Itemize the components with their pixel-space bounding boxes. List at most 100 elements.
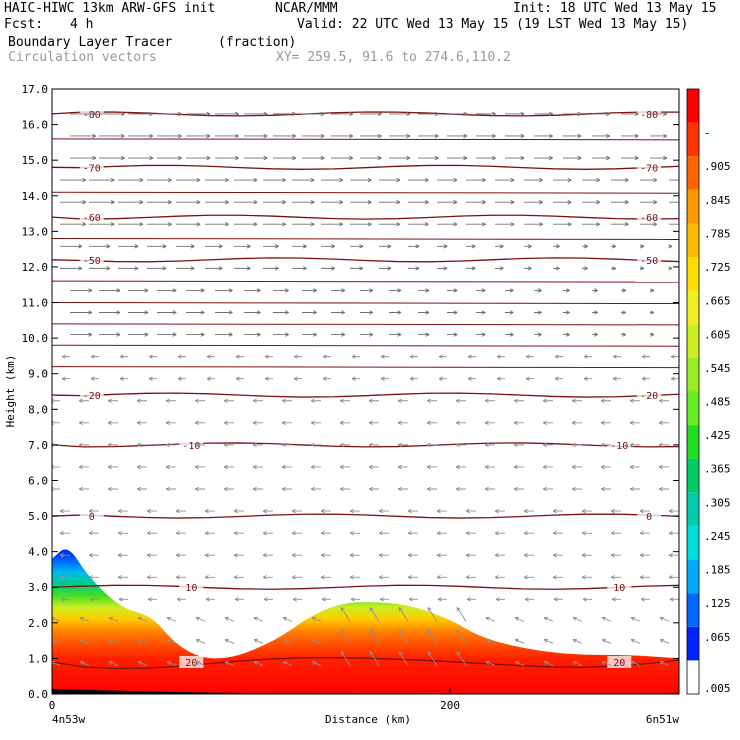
- circulation-vector: [572, 638, 583, 644]
- circulation-vector: [118, 200, 144, 205]
- circulation-vector: [553, 177, 572, 183]
- y-tick-label: 13.0: [22, 225, 49, 238]
- circulation-vector: [379, 177, 401, 183]
- circulation-vector: [118, 597, 128, 602]
- circulation-vector: [177, 354, 186, 359]
- circulation-vector: [234, 597, 244, 602]
- circulation-vector: [89, 266, 111, 271]
- contour-label-bg: [637, 161, 662, 174]
- circulation-vector: [582, 177, 601, 183]
- circulation-vector: [426, 486, 437, 492]
- circulation-vector: [78, 442, 89, 448]
- circulation-vector: [175, 508, 186, 514]
- circulation-vector: [523, 530, 534, 536]
- circulation-vector: [233, 508, 244, 514]
- circulation-vector: [157, 288, 177, 293]
- circulation-vector: [495, 244, 504, 249]
- circulation-vector: [534, 133, 553, 139]
- circulation-vector: [89, 222, 115, 227]
- y-tick-label: 12.0: [22, 261, 49, 274]
- circulation-vector: [60, 244, 83, 249]
- circulation-vector: [630, 638, 641, 644]
- circulation-vector: [79, 660, 90, 666]
- circulation-vector: [223, 464, 234, 470]
- colorbar-swatch: [687, 223, 699, 258]
- circulation-vector: [223, 398, 234, 403]
- circulation-vector: [380, 354, 389, 359]
- circulation-vector: [351, 354, 360, 359]
- circulation-vector: [99, 133, 125, 139]
- circulation-vector: [252, 464, 263, 470]
- circulation-vector: [233, 530, 244, 536]
- circulation-vector: [650, 133, 668, 139]
- circulation-vector: [407, 575, 418, 580]
- circulation-vector: [165, 420, 176, 425]
- circulation-vector: [455, 486, 466, 492]
- circulation-vector: [281, 486, 292, 492]
- circulation-vector: [669, 223, 679, 225]
- contour-label-bg: [179, 438, 204, 451]
- colorbar-label: .365: [704, 463, 731, 476]
- circulation-vector: [52, 420, 60, 425]
- circulation-vector: [621, 111, 639, 117]
- circulation-vector: [252, 486, 263, 492]
- circulation-vector: [157, 310, 177, 315]
- circulation-vector: [118, 244, 139, 249]
- circulation-vector: [157, 332, 177, 337]
- circulation-vector: [640, 222, 658, 227]
- contour-line: [52, 164, 679, 170]
- circulation-vector: [235, 354, 244, 359]
- init-time: Init: 18 UTC Wed 13 May 15: [513, 1, 717, 16]
- colorbar-swatch: [687, 89, 699, 123]
- valid-time: Valid: 22 UTC Wed 13 May 15 (19 LST Wed …: [297, 17, 689, 32]
- circulation-vector: [456, 651, 467, 666]
- plot-frame: [51, 88, 680, 695]
- y-tick-label: 2.0: [28, 617, 48, 630]
- circulation-vector: [438, 354, 447, 359]
- circulation-vector: [630, 616, 641, 622]
- contour-label: -50: [640, 256, 658, 267]
- circulation-vector: [389, 288, 402, 293]
- circulation-vector: [592, 288, 598, 293]
- y-tick-label: 8.0: [28, 403, 48, 416]
- circulation-vector: [78, 420, 89, 425]
- contour-label: 10: [185, 583, 197, 594]
- circulation-vector: [70, 133, 97, 139]
- circulation-vector: [137, 638, 148, 644]
- circulation-vector: [340, 607, 351, 622]
- circulation-vector: [320, 553, 331, 558]
- circulation-vector: [310, 464, 321, 470]
- circulation-vector: [437, 177, 458, 183]
- circulation-vector: [582, 200, 601, 205]
- circulation-vector: [147, 266, 167, 271]
- contour-label-bg: [637, 107, 662, 120]
- tracer-field: [52, 549, 679, 694]
- circulation-vector: [273, 288, 289, 293]
- contour-label: -10: [610, 441, 628, 452]
- circulation-vector: [234, 266, 251, 271]
- circulation-vector: [321, 222, 344, 227]
- circulation-vector: [205, 222, 229, 227]
- circulation-vector: [262, 508, 273, 514]
- circulation-vector: [186, 332, 205, 337]
- circulation-vector: [205, 597, 215, 602]
- circulation-vector: [157, 111, 182, 117]
- circulation-vector: [621, 155, 639, 161]
- circulation-vector: [136, 420, 147, 425]
- colorbar-label: .725: [704, 261, 731, 274]
- circulation-vector: [658, 398, 669, 403]
- circulation-vector: [331, 310, 346, 315]
- circulation-vector: [524, 177, 543, 183]
- circulation-vector: [668, 553, 679, 558]
- circulation-vector: [409, 354, 418, 359]
- circulation-vector: [302, 288, 317, 293]
- circulation-vector: [292, 222, 315, 227]
- colorbar-label: .785: [704, 227, 731, 240]
- circulation-vector: [639, 530, 650, 536]
- circulation-vector: [99, 111, 125, 117]
- circulation-vector: [629, 442, 640, 448]
- circulation-vector: [350, 266, 364, 271]
- circulation-vector: [350, 177, 372, 183]
- contour-line: [52, 366, 679, 369]
- circulation-vector: [465, 530, 476, 536]
